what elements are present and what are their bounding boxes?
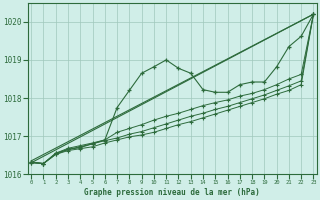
X-axis label: Graphe pression niveau de la mer (hPa): Graphe pression niveau de la mer (hPa) — [84, 188, 260, 197]
